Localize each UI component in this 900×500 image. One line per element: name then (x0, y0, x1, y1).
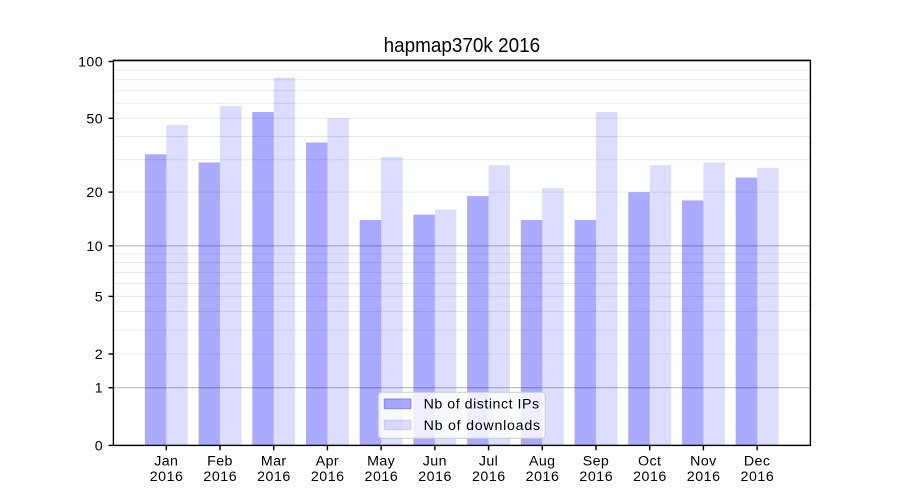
svg-text:Apr: Apr (316, 454, 339, 470)
svg-text:5: 5 (95, 289, 103, 305)
svg-text:2016: 2016 (579, 469, 612, 485)
svg-text:10: 10 (86, 239, 103, 255)
svg-text:Feb: Feb (207, 454, 233, 470)
svg-text:1: 1 (95, 381, 103, 397)
svg-text:2016: 2016 (365, 469, 398, 485)
svg-text:Sep: Sep (583, 454, 609, 470)
svg-text:Oct: Oct (638, 454, 661, 470)
svg-text:Nb of downloads: Nb of downloads (424, 418, 540, 434)
svg-text:Mar: Mar (261, 454, 287, 470)
svg-text:2016: 2016 (472, 469, 505, 485)
svg-text:2016: 2016 (633, 469, 666, 485)
svg-text:May: May (367, 454, 396, 470)
svg-text:2016: 2016 (203, 469, 236, 485)
svg-text:20: 20 (86, 185, 103, 201)
svg-text:Nb of distinct IPs: Nb of distinct IPs (424, 396, 539, 412)
svg-text:Jun: Jun (423, 454, 447, 470)
svg-text:Jul: Jul (479, 454, 498, 470)
svg-text:hapmap370k 2016: hapmap370k 2016 (384, 34, 541, 57)
svg-text:2016: 2016 (150, 469, 183, 485)
svg-text:Dec: Dec (744, 454, 770, 470)
svg-text:2016: 2016 (687, 469, 720, 485)
svg-text:2016: 2016 (257, 469, 290, 485)
svg-text:50: 50 (86, 111, 103, 127)
svg-text:100: 100 (78, 55, 103, 71)
svg-text:Nov: Nov (690, 454, 717, 470)
svg-text:Aug: Aug (529, 454, 555, 470)
svg-text:2016: 2016 (741, 469, 774, 485)
svg-text:Jan: Jan (154, 454, 178, 470)
svg-text:2016: 2016 (311, 469, 344, 485)
svg-text:0: 0 (95, 438, 103, 454)
svg-text:2016: 2016 (526, 469, 559, 485)
svg-text:2016: 2016 (418, 469, 451, 485)
svg-text:2: 2 (95, 347, 103, 363)
